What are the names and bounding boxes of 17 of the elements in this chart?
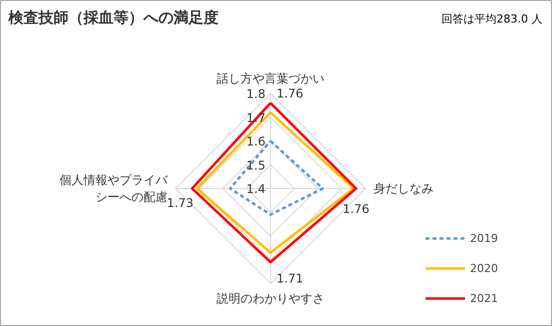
legend-label: 2019 [470, 232, 498, 244]
y-tick-label: 1.6 [246, 134, 266, 148]
data-label: 1.71 [276, 272, 304, 286]
spoke-label: 説明のわかりやすさ [216, 292, 324, 306]
text: 回答は平均283.0 人 [442, 12, 543, 26]
legend-label: 2020 [470, 262, 498, 274]
spoke-label: 話し方や言葉づかい [216, 72, 324, 86]
spoke-label: 身だしなみ [374, 182, 434, 196]
y-tick-label: 1.4 [246, 182, 266, 196]
data-label: 1.73 [166, 196, 194, 210]
legend-label: 2021 [470, 292, 498, 304]
data-label: 1.76 [276, 86, 304, 100]
data-label: 1.76 [342, 202, 370, 216]
chart-title: 検査技師（採血等）への満足度 [8, 8, 218, 26]
spoke-label: 個人情報やプライバシーへの配慮 [60, 173, 168, 204]
y-tick-label: 1.8 [246, 87, 266, 101]
y-tick-label: 1.5 [246, 158, 266, 172]
